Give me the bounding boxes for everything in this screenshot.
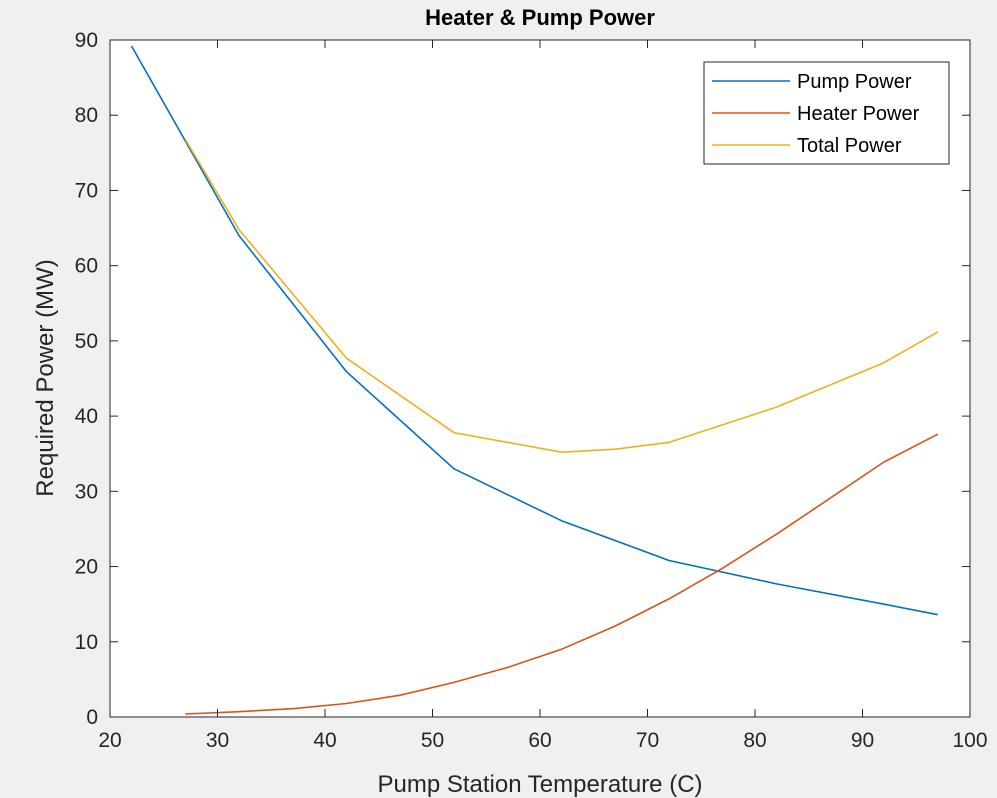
x-axis-label: Pump Station Temperature (C) bbox=[377, 771, 702, 798]
x-tick-label: 20 bbox=[98, 729, 121, 752]
y-tick-label: 0 bbox=[86, 706, 98, 729]
x-tick-label: 50 bbox=[421, 729, 444, 752]
legend-label-heater-power: Heater Power bbox=[797, 103, 920, 125]
chart-title: Heater & Pump Power bbox=[425, 5, 655, 30]
y-tick-label: 30 bbox=[75, 480, 98, 503]
x-axis-ticks: 20 30 40 50 60 70 80 90 100 bbox=[98, 40, 988, 752]
y-tick-label: 50 bbox=[75, 330, 98, 353]
x-tick-label: 90 bbox=[851, 729, 874, 752]
y-tick-label: 90 bbox=[75, 29, 98, 52]
legend-label-pump-power: Pump Power bbox=[797, 71, 912, 93]
y-tick-label: 40 bbox=[75, 405, 98, 428]
series-lines bbox=[130, 45, 939, 715]
legend-label-total-power: Total Power bbox=[797, 135, 902, 157]
series-line-heater-power bbox=[185, 433, 939, 715]
x-tick-label: 30 bbox=[206, 729, 229, 752]
x-tick-label: 70 bbox=[636, 729, 659, 752]
y-tick-label: 70 bbox=[75, 179, 98, 202]
legend: Pump Power Heater Power Total Power bbox=[703, 61, 950, 165]
x-tick-label: 40 bbox=[313, 729, 336, 752]
y-tick-label: 10 bbox=[75, 631, 98, 654]
x-tick-label: 100 bbox=[952, 729, 987, 752]
y-axis-ticks: 0 10 20 30 40 50 60 70 80 90 bbox=[75, 29, 970, 729]
y-axis-label: Required Power (MW) bbox=[32, 259, 59, 496]
y-tick-label: 60 bbox=[75, 255, 98, 278]
series-line-pump-power bbox=[130, 45, 938, 616]
x-tick-label: 60 bbox=[528, 729, 551, 752]
x-tick-label: 80 bbox=[743, 729, 766, 752]
series-line-total-power bbox=[184, 138, 939, 454]
y-tick-label: 20 bbox=[75, 556, 98, 579]
y-tick-label: 80 bbox=[75, 104, 98, 127]
